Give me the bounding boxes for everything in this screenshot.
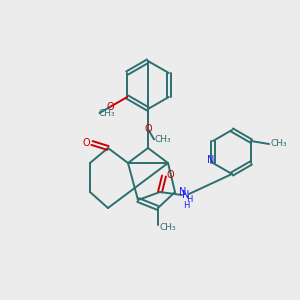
Text: H: H xyxy=(186,196,192,205)
Text: O: O xyxy=(144,124,152,134)
Text: CH₃: CH₃ xyxy=(271,140,287,148)
Text: CH₃: CH₃ xyxy=(160,224,176,232)
Text: CH₃: CH₃ xyxy=(155,135,171,144)
Text: O: O xyxy=(166,170,174,180)
Text: O: O xyxy=(106,102,114,112)
Text: H: H xyxy=(183,200,189,209)
Text: N: N xyxy=(179,187,187,197)
Text: CH₃: CH₃ xyxy=(98,109,115,118)
Text: N: N xyxy=(207,155,214,165)
Text: O: O xyxy=(82,138,90,148)
Text: N: N xyxy=(182,190,190,200)
